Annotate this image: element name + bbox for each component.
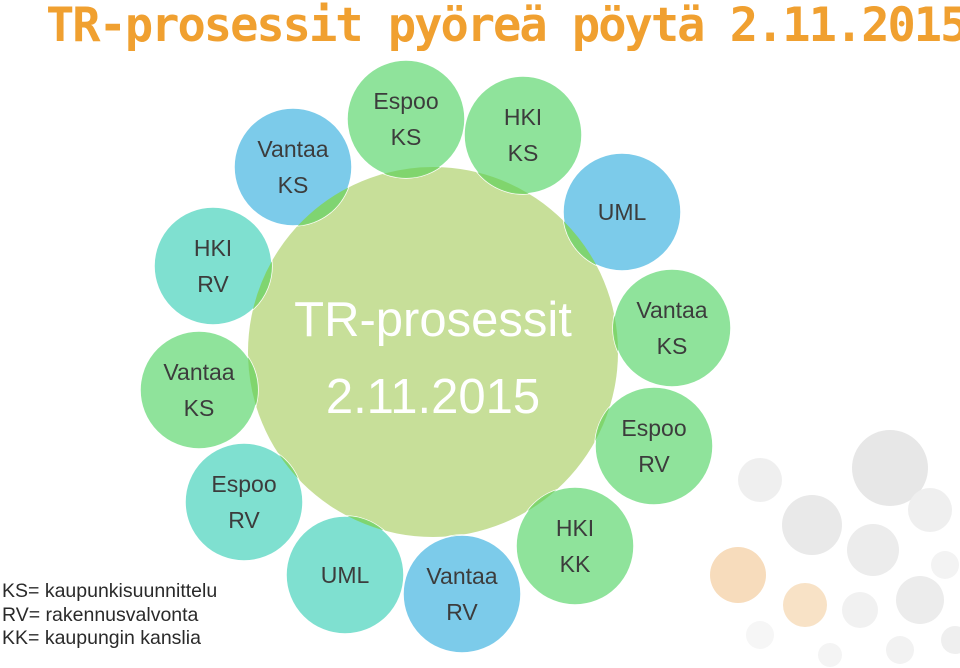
center-title: TR-prosessit	[294, 293, 572, 347]
decor-dot	[852, 430, 928, 506]
center-date: 2.11.2015	[326, 370, 540, 424]
overlap-lens	[383, 166, 441, 178]
overlap-lens	[278, 454, 299, 479]
decor-dot	[746, 621, 774, 649]
overlap-lens	[527, 490, 557, 512]
decor-dot	[931, 551, 959, 579]
decor-dot	[783, 583, 827, 627]
node-overlaps	[248, 166, 618, 537]
decor-dot	[908, 488, 952, 532]
ring-node	[139, 330, 259, 450]
node-label: Vantaa KS	[163, 359, 234, 421]
decor-dot	[818, 643, 842, 667]
center-circle	[248, 167, 618, 537]
overlap-lens	[450, 535, 460, 537]
ring-node	[233, 107, 353, 227]
ring-node	[285, 515, 405, 635]
decor-dot	[886, 636, 914, 664]
legend-item: RV= rakennusvalvonta	[2, 603, 199, 626]
node-label: Vantaa RV	[426, 563, 497, 625]
node-label: Espoo RV	[621, 415, 686, 477]
overlap-lens	[248, 357, 258, 406]
node-ring	[139, 59, 732, 654]
ring-node	[612, 268, 732, 388]
node-label: UML	[321, 562, 370, 588]
node-label: Espoo KS	[373, 88, 438, 150]
node-label: Espoo RV	[211, 471, 276, 533]
ring-node	[515, 486, 635, 606]
node-label: Vantaa KS	[257, 136, 328, 198]
legend-item: KS= kaupunkisuunnittelu	[2, 580, 218, 602]
node-label: HKI KK	[556, 515, 594, 577]
legend-item: KK= kaupungin kanslia	[2, 627, 201, 649]
decor-dot	[941, 626, 960, 654]
overlap-lens	[252, 261, 272, 310]
node-label: UML	[598, 199, 647, 225]
node-labels: Espoo KS HKI KS UML Vantaa KS Espoo RV HKI KK Vanta…	[163, 88, 707, 625]
decor-dot	[782, 495, 842, 555]
overlap-lens	[595, 407, 610, 441]
overlap-lens	[477, 172, 529, 194]
node-label: Vantaa KS	[636, 297, 707, 359]
overlap-lens	[297, 187, 349, 226]
decorative-dots	[710, 430, 960, 667]
ring-node	[184, 442, 304, 562]
ring-node	[346, 59, 466, 179]
overlap-lens	[563, 221, 597, 266]
overlap-lens	[613, 315, 618, 352]
decor-dot	[847, 524, 899, 576]
ring-node	[594, 386, 714, 506]
decor-dot	[738, 458, 782, 502]
page-title: TR-prosessit pyöreä pöytä 2.11.2015	[46, 0, 960, 53]
ring-node	[562, 152, 682, 272]
decor-dot	[710, 547, 766, 603]
decor-dot	[896, 576, 944, 624]
node-label: HKI KS	[504, 104, 542, 166]
node-label: HKI RV	[194, 235, 232, 297]
legend: KS= kaupunkisuunnittelu RV= rakennusvalv…	[2, 580, 217, 651]
overlap-lens	[347, 516, 384, 531]
decor-dot	[842, 592, 878, 628]
ring-node	[402, 534, 522, 654]
